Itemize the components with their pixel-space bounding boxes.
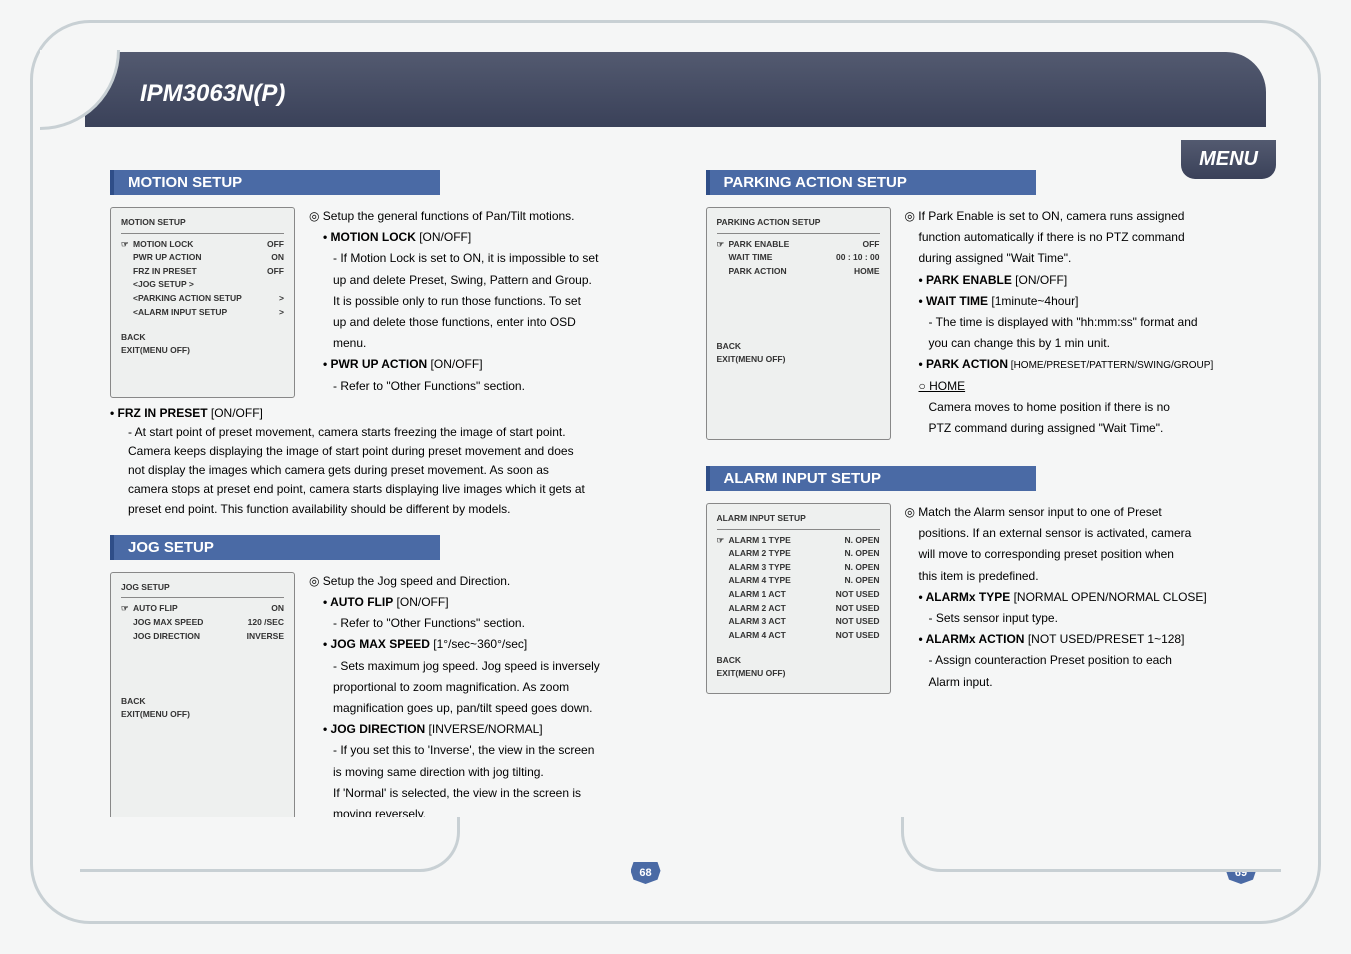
page-right: PARKING ACTION SETUP PARKING ACTION SETU… xyxy=(706,170,1252,894)
menu-title: JOG SETUP xyxy=(121,581,284,599)
menu-item: ALARM 4 ACTNOT USED xyxy=(717,629,880,643)
menu-item: WAIT TIME00 : 10 : 00 xyxy=(717,251,880,265)
menu-title: PARKING ACTION SETUP xyxy=(717,216,880,234)
page-bottom-curve xyxy=(80,817,460,872)
menu-item: ALARM 2 TYPEN. OPEN xyxy=(717,547,880,561)
menu-footer: BACK EXIT(MENU OFF) xyxy=(121,695,284,721)
menu-item: FRZ IN PRESETOFF xyxy=(121,265,284,279)
menu-item: ALARM 1 TYPEN. OPEN xyxy=(717,534,880,548)
menu-item: PWR UP ACTIONON xyxy=(121,251,284,265)
page-left: MOTION SETUP MOTION SETUP MOTION LOCKOFF… xyxy=(110,170,656,894)
menu-item: ALARM 3 TYPEN. OPEN xyxy=(717,561,880,575)
product-name: IPM3063N(P) xyxy=(140,80,285,108)
menu-item: MOTION LOCKOFF xyxy=(121,238,284,252)
menu-item: <ALARM INPUT SETUP> xyxy=(121,306,284,320)
parking-text: ◎ If Park Enable is set to ON, camera ru… xyxy=(905,207,1252,440)
jog-setup-menu: JOG SETUP AUTO FLIPONJOG MAX SPEED120 /S… xyxy=(110,572,295,826)
jog-text: ◎ Setup the Jog speed and Direction. • A… xyxy=(309,572,656,826)
motion-text: ◎ Setup the general functions of Pan/Til… xyxy=(309,207,656,398)
jog-setup-heading: JOG SETUP xyxy=(110,535,440,560)
motion-setup-menu: MOTION SETUP MOTION LOCKOFFPWR UP ACTION… xyxy=(110,207,295,398)
menu-item: AUTO FLIPON xyxy=(121,602,284,616)
menu-item: ALARM 1 ACTNOT USED xyxy=(717,588,880,602)
page-bottom-curve xyxy=(901,817,1281,872)
menu-title: MOTION SETUP xyxy=(121,216,284,234)
menu-footer: BACK EXIT(MENU OFF) xyxy=(717,654,880,680)
menu-item: JOG DIRECTIONINVERSE xyxy=(121,630,284,644)
alarm-setup-menu: ALARM INPUT SETUP ALARM 1 TYPEN. OPENALA… xyxy=(706,503,891,694)
menu-item: JOG MAX SPEED120 /SEC xyxy=(121,616,284,630)
menu-footer: BACK EXIT(MENU OFF) xyxy=(717,340,880,366)
page-number-left: 68 xyxy=(631,862,661,884)
alarm-setup-heading: ALARM INPUT SETUP xyxy=(706,466,1036,491)
menu-item: ALARM 4 TYPEN. OPEN xyxy=(717,574,880,588)
menu-item: ALARM 3 ACTNOT USED xyxy=(717,615,880,629)
menu-item: PARK ACTIONHOME xyxy=(717,265,880,279)
pages-container: MOTION SETUP MOTION SETUP MOTION LOCKOFF… xyxy=(110,170,1251,894)
menu-item: <PARKING ACTION SETUP> xyxy=(121,292,284,306)
frz-text: • FRZ IN PRESET [ON/OFF] - At start poin… xyxy=(110,404,656,519)
parking-setup-menu: PARKING ACTION SETUP PARK ENABLEOFFWAIT … xyxy=(706,207,891,440)
motion-setup-heading: MOTION SETUP xyxy=(110,170,440,195)
alarm-text: ◎ Match the Alarm sensor input to one of… xyxy=(905,503,1252,694)
menu-item: PARK ENABLEOFF xyxy=(717,238,880,252)
menu-footer: BACK EXIT(MENU OFF) xyxy=(121,331,284,357)
menu-title: ALARM INPUT SETUP xyxy=(717,512,880,530)
parking-setup-heading: PARKING ACTION SETUP xyxy=(706,170,1036,195)
menu-item: ALARM 2 ACTNOT USED xyxy=(717,602,880,616)
menu-item: <JOG SETUP > xyxy=(121,278,284,292)
